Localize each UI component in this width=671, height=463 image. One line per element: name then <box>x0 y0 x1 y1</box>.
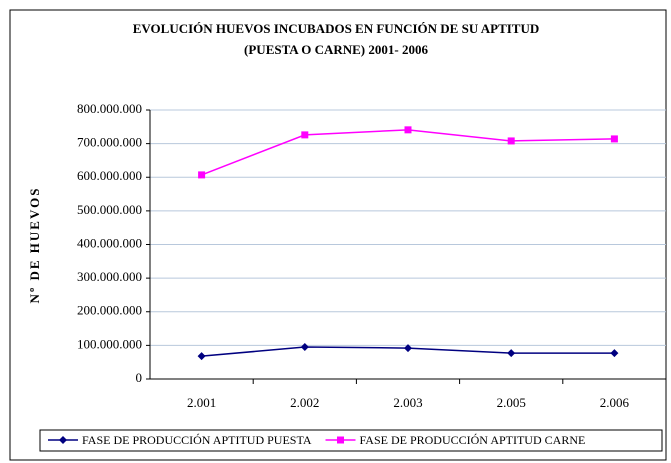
marker <box>404 126 412 134</box>
y-tick-label: 400.000.000 <box>77 235 142 250</box>
marker <box>610 135 618 143</box>
y-tick-label: 200.000.000 <box>77 303 142 318</box>
y-tick-label: 800.000.000 <box>77 101 142 116</box>
marker <box>197 352 206 361</box>
marker <box>59 436 67 444</box>
x-tick-label: 2.003 <box>393 395 422 410</box>
y-tick-label: 700.000.000 <box>77 135 142 150</box>
chart-frame <box>9 9 667 461</box>
marker <box>198 171 206 179</box>
y-tick-label: 500.000.000 <box>77 202 142 217</box>
y-tick-label: 0 <box>136 370 143 385</box>
marker <box>610 349 619 358</box>
marker <box>300 343 309 352</box>
marker <box>404 344 412 353</box>
marker <box>507 137 515 145</box>
marker <box>507 349 516 358</box>
x-tick-label: 2.001 <box>187 395 216 410</box>
chart-title: (PUESTA O CARNE) 2001- 2006 <box>244 42 428 57</box>
y-axis-label: Nº DE HUEVOS <box>27 187 42 304</box>
legend-label: FASE DE PRODUCCIÓN APTITUD CARNE <box>360 433 586 447</box>
chart-title: EVOLUCIÓN HUEVOS INCUBADOS EN FUNCIÓN DE… <box>133 21 540 36</box>
legend-label: FASE DE PRODUCCIÓN APTITUD PUESTA <box>82 433 312 447</box>
y-tick-label: 300.000.000 <box>77 269 142 284</box>
x-tick-label: 2.002 <box>290 395 319 410</box>
marker <box>301 131 309 139</box>
x-tick-label: 2.005 <box>497 395 526 410</box>
y-tick-label: 600.000.000 <box>77 168 142 183</box>
marker <box>337 436 345 444</box>
y-tick-label: 100.000.000 <box>77 336 142 351</box>
x-tick-label: 2.006 <box>600 395 630 410</box>
